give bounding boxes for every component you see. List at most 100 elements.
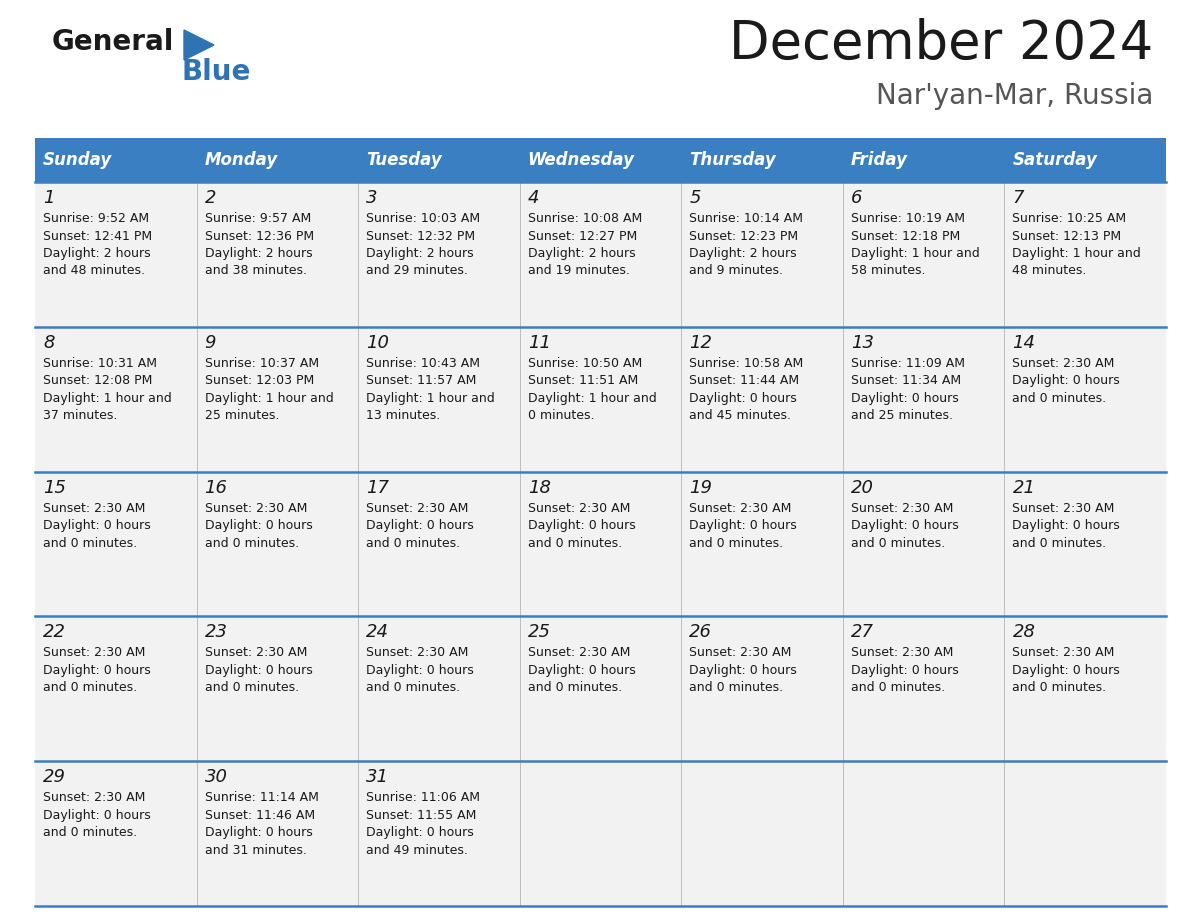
Text: Sunset: 2:30 AM
Daylight: 0 hours
and 0 minutes.: Sunset: 2:30 AM Daylight: 0 hours and 0 … <box>204 646 312 694</box>
Bar <box>34 616 196 761</box>
Text: 19: 19 <box>689 478 713 497</box>
Text: Sunset: 2:30 AM
Daylight: 0 hours
and 0 minutes.: Sunset: 2:30 AM Daylight: 0 hours and 0 … <box>43 646 151 694</box>
Text: Wednesday: Wednesday <box>527 151 634 169</box>
Text: Monday: Monday <box>204 151 278 169</box>
Text: 29: 29 <box>43 768 67 786</box>
Bar <box>519 616 681 761</box>
Bar <box>34 327 196 472</box>
Text: 20: 20 <box>851 478 874 497</box>
Bar <box>34 182 196 327</box>
Bar <box>358 182 519 327</box>
Bar <box>681 616 842 761</box>
Bar <box>681 327 842 472</box>
Bar <box>196 761 358 906</box>
Text: 27: 27 <box>851 623 874 642</box>
Text: Sunset: 2:30 AM
Daylight: 0 hours
and 0 minutes.: Sunset: 2:30 AM Daylight: 0 hours and 0 … <box>366 646 474 694</box>
Text: Sunrise: 10:43 AM
Sunset: 11:57 AM
Daylight: 1 hour and
13 minutes.: Sunrise: 10:43 AM Sunset: 11:57 AM Dayli… <box>366 357 495 422</box>
Text: 26: 26 <box>689 623 713 642</box>
Bar <box>842 327 1004 472</box>
Bar <box>842 616 1004 761</box>
Bar <box>1004 472 1165 616</box>
Text: 2: 2 <box>204 189 216 207</box>
Text: 4: 4 <box>527 189 539 207</box>
Bar <box>681 761 842 906</box>
Bar <box>196 616 358 761</box>
Text: 9: 9 <box>204 334 216 352</box>
Text: Tuesday: Tuesday <box>366 151 442 169</box>
Text: Sunrise: 10:25 AM
Sunset: 12:13 PM
Daylight: 1 hour and
48 minutes.: Sunrise: 10:25 AM Sunset: 12:13 PM Dayli… <box>1012 212 1142 277</box>
Bar <box>1004 182 1165 327</box>
Text: 30: 30 <box>204 768 228 786</box>
Bar <box>842 761 1004 906</box>
Bar <box>34 472 196 616</box>
Bar <box>842 138 1004 182</box>
Text: Sunset: 2:30 AM
Daylight: 0 hours
and 0 minutes.: Sunset: 2:30 AM Daylight: 0 hours and 0 … <box>689 646 797 694</box>
Bar <box>358 472 519 616</box>
Bar <box>519 472 681 616</box>
Text: Sunrise: 10:50 AM
Sunset: 11:51 AM
Daylight: 1 hour and
0 minutes.: Sunrise: 10:50 AM Sunset: 11:51 AM Dayli… <box>527 357 657 422</box>
Text: Sunday: Sunday <box>43 151 112 169</box>
Bar <box>196 327 358 472</box>
Text: Sunrise: 9:52 AM
Sunset: 12:41 PM
Daylight: 2 hours
and 48 minutes.: Sunrise: 9:52 AM Sunset: 12:41 PM Daylig… <box>43 212 152 277</box>
Bar <box>358 761 519 906</box>
Bar <box>358 138 519 182</box>
Text: Sunrise: 11:09 AM
Sunset: 11:34 AM
Daylight: 0 hours
and 25 minutes.: Sunrise: 11:09 AM Sunset: 11:34 AM Dayli… <box>851 357 965 422</box>
Text: Sunset: 2:30 AM
Daylight: 0 hours
and 0 minutes.: Sunset: 2:30 AM Daylight: 0 hours and 0 … <box>204 501 312 550</box>
Text: Sunset: 2:30 AM
Daylight: 0 hours
and 0 minutes.: Sunset: 2:30 AM Daylight: 0 hours and 0 … <box>689 501 797 550</box>
Text: 8: 8 <box>43 334 55 352</box>
Text: Nar'yan-Mar, Russia: Nar'yan-Mar, Russia <box>876 82 1154 110</box>
Text: Sunrise: 10:37 AM
Sunset: 12:03 PM
Daylight: 1 hour and
25 minutes.: Sunrise: 10:37 AM Sunset: 12:03 PM Dayli… <box>204 357 334 422</box>
Bar <box>519 761 681 906</box>
Text: 25: 25 <box>527 623 551 642</box>
Bar <box>681 182 842 327</box>
Bar <box>196 182 358 327</box>
Text: Sunset: 2:30 AM
Daylight: 0 hours
and 0 minutes.: Sunset: 2:30 AM Daylight: 0 hours and 0 … <box>43 791 151 839</box>
Text: 13: 13 <box>851 334 874 352</box>
Text: Sunset: 2:30 AM
Daylight: 0 hours
and 0 minutes.: Sunset: 2:30 AM Daylight: 0 hours and 0 … <box>1012 357 1120 405</box>
Text: 11: 11 <box>527 334 551 352</box>
Text: General: General <box>52 28 175 56</box>
Text: 5: 5 <box>689 189 701 207</box>
Text: 6: 6 <box>851 189 862 207</box>
Bar <box>842 472 1004 616</box>
Text: Sunrise: 10:58 AM
Sunset: 11:44 AM
Daylight: 0 hours
and 45 minutes.: Sunrise: 10:58 AM Sunset: 11:44 AM Dayli… <box>689 357 803 422</box>
Text: 10: 10 <box>366 334 390 352</box>
Text: Sunrise: 11:06 AM
Sunset: 11:55 AM
Daylight: 0 hours
and 49 minutes.: Sunrise: 11:06 AM Sunset: 11:55 AM Dayli… <box>366 791 480 856</box>
Text: Sunrise: 10:19 AM
Sunset: 12:18 PM
Daylight: 1 hour and
58 minutes.: Sunrise: 10:19 AM Sunset: 12:18 PM Dayli… <box>851 212 980 277</box>
Text: Thursday: Thursday <box>689 151 776 169</box>
Bar <box>1004 138 1165 182</box>
Text: Sunset: 2:30 AM
Daylight: 0 hours
and 0 minutes.: Sunset: 2:30 AM Daylight: 0 hours and 0 … <box>527 646 636 694</box>
Text: Sunset: 2:30 AM
Daylight: 0 hours
and 0 minutes.: Sunset: 2:30 AM Daylight: 0 hours and 0 … <box>43 501 151 550</box>
Text: Sunset: 2:30 AM
Daylight: 0 hours
and 0 minutes.: Sunset: 2:30 AM Daylight: 0 hours and 0 … <box>851 646 959 694</box>
Text: Friday: Friday <box>851 151 908 169</box>
Bar <box>1004 327 1165 472</box>
Text: 22: 22 <box>43 623 67 642</box>
Text: Sunrise: 10:31 AM
Sunset: 12:08 PM
Daylight: 1 hour and
37 minutes.: Sunrise: 10:31 AM Sunset: 12:08 PM Dayli… <box>43 357 172 422</box>
Bar <box>196 138 358 182</box>
Text: 1: 1 <box>43 189 55 207</box>
Bar <box>1004 761 1165 906</box>
Text: Sunset: 2:30 AM
Daylight: 0 hours
and 0 minutes.: Sunset: 2:30 AM Daylight: 0 hours and 0 … <box>366 501 474 550</box>
Text: 28: 28 <box>1012 623 1036 642</box>
Text: Sunrise: 10:14 AM
Sunset: 12:23 PM
Daylight: 2 hours
and 9 minutes.: Sunrise: 10:14 AM Sunset: 12:23 PM Dayli… <box>689 212 803 277</box>
Text: 23: 23 <box>204 623 228 642</box>
Text: 3: 3 <box>366 189 378 207</box>
Text: Sunrise: 11:14 AM
Sunset: 11:46 AM
Daylight: 0 hours
and 31 minutes.: Sunrise: 11:14 AM Sunset: 11:46 AM Dayli… <box>204 791 318 856</box>
Text: Saturday: Saturday <box>1012 151 1098 169</box>
Text: 15: 15 <box>43 478 67 497</box>
Text: 17: 17 <box>366 478 390 497</box>
Text: 16: 16 <box>204 478 228 497</box>
Text: Sunrise: 10:03 AM
Sunset: 12:32 PM
Daylight: 2 hours
and 29 minutes.: Sunrise: 10:03 AM Sunset: 12:32 PM Dayli… <box>366 212 480 277</box>
Bar <box>842 182 1004 327</box>
Bar <box>196 472 358 616</box>
Bar <box>34 138 196 182</box>
Text: 21: 21 <box>1012 478 1036 497</box>
Bar <box>681 138 842 182</box>
Bar <box>519 182 681 327</box>
Bar <box>519 327 681 472</box>
Text: Sunrise: 10:08 AM
Sunset: 12:27 PM
Daylight: 2 hours
and 19 minutes.: Sunrise: 10:08 AM Sunset: 12:27 PM Dayli… <box>527 212 642 277</box>
Bar <box>358 327 519 472</box>
Text: 12: 12 <box>689 334 713 352</box>
Text: Sunrise: 9:57 AM
Sunset: 12:36 PM
Daylight: 2 hours
and 38 minutes.: Sunrise: 9:57 AM Sunset: 12:36 PM Daylig… <box>204 212 314 277</box>
Bar <box>34 761 196 906</box>
